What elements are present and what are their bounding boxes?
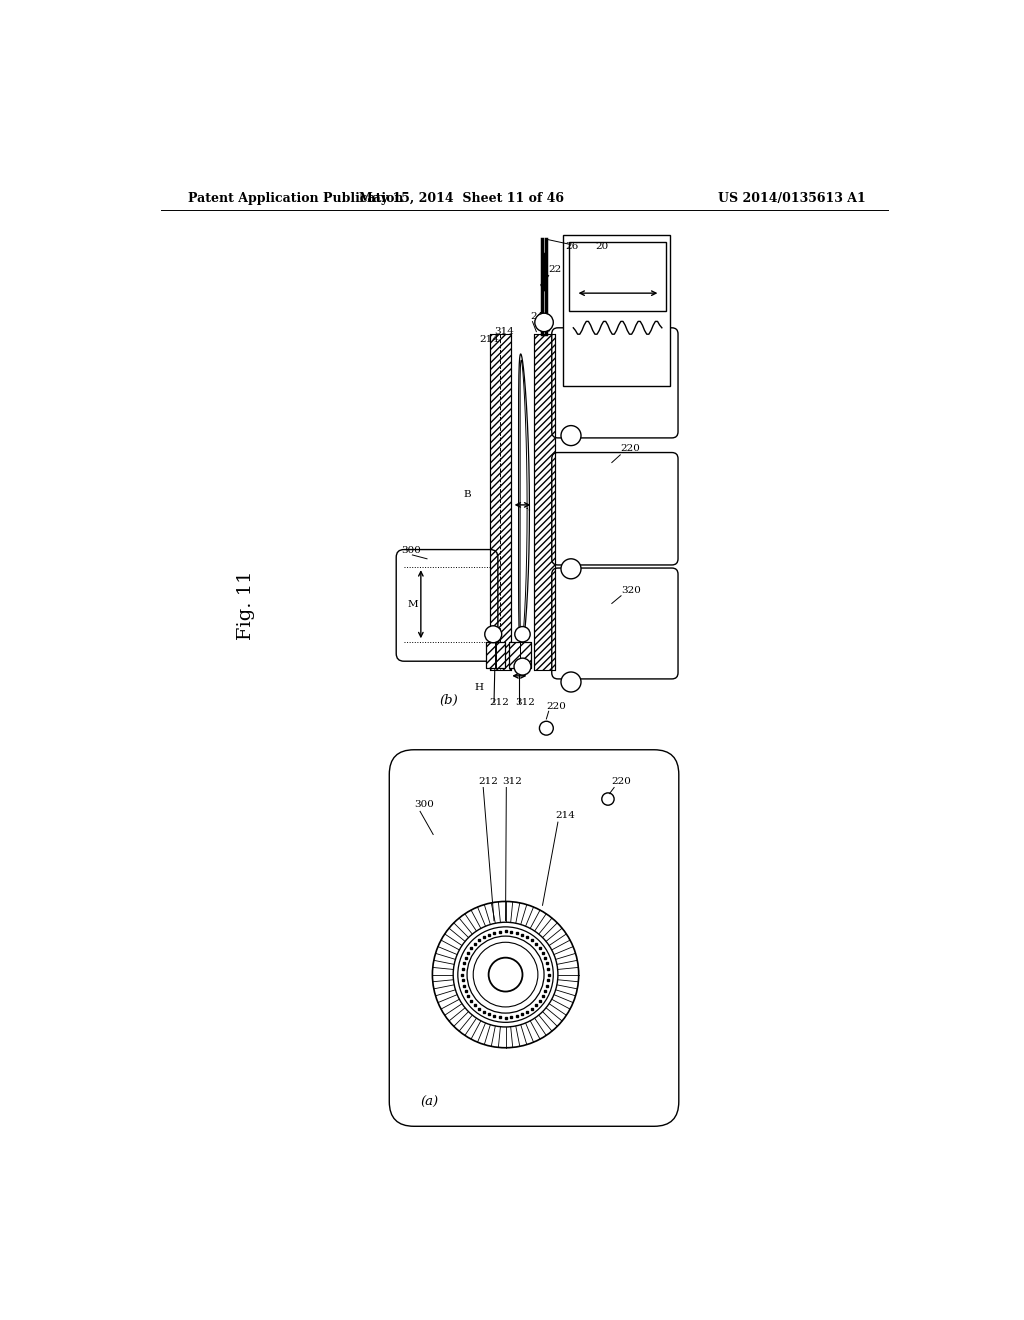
Text: H: H [475, 682, 483, 692]
FancyBboxPatch shape [396, 549, 498, 661]
Text: (a): (a) [420, 1096, 438, 1109]
FancyBboxPatch shape [552, 453, 678, 565]
Text: US 2014/0135613 A1: US 2014/0135613 A1 [718, 191, 866, 205]
Text: 300: 300 [415, 800, 434, 809]
Text: (b): (b) [439, 693, 458, 706]
Bar [563, 235, 670, 385]
Bar [486, 642, 495, 668]
Text: 312: 312 [503, 776, 522, 785]
Bar [520, 642, 531, 668]
Text: Patent Application Publication: Patent Application Publication [188, 191, 403, 205]
Text: 300: 300 [400, 545, 421, 554]
Text: B: B [463, 490, 471, 499]
Bar [509, 642, 531, 668]
Text: 220: 220 [547, 702, 566, 711]
Circle shape [484, 626, 502, 643]
Bar [486, 642, 505, 668]
Circle shape [454, 923, 558, 1027]
Text: 214: 214 [556, 812, 575, 820]
Circle shape [473, 942, 538, 1007]
Circle shape [488, 958, 522, 991]
Text: 320: 320 [621, 586, 641, 595]
Text: 10: 10 [539, 325, 552, 334]
Text: 212: 212 [478, 776, 499, 785]
Text: 24: 24 [530, 312, 544, 321]
Text: May 15, 2014  Sheet 11 of 46: May 15, 2014 Sheet 11 of 46 [359, 191, 564, 205]
Text: 26: 26 [565, 243, 579, 251]
Bar [509, 642, 520, 668]
Text: 312: 312 [515, 698, 535, 708]
Bar [535, 334, 555, 671]
Text: M: M [408, 599, 419, 609]
Text: 20: 20 [595, 243, 608, 251]
Text: 220: 220 [621, 444, 640, 453]
Bar [490, 334, 511, 671]
Circle shape [514, 659, 531, 675]
FancyBboxPatch shape [389, 750, 679, 1126]
Bar [569, 242, 666, 312]
Circle shape [535, 313, 553, 331]
Circle shape [561, 558, 581, 579]
Circle shape [561, 672, 581, 692]
Text: 214: 214 [479, 335, 500, 343]
Text: 314: 314 [494, 327, 514, 337]
Text: 22: 22 [549, 265, 562, 275]
Text: 220: 220 [611, 777, 632, 787]
Text: 212: 212 [489, 698, 509, 708]
Text: Fig. 11: Fig. 11 [238, 570, 255, 640]
Circle shape [561, 425, 581, 446]
FancyBboxPatch shape [552, 327, 678, 438]
FancyBboxPatch shape [552, 568, 678, 678]
Circle shape [515, 627, 530, 642]
Bar [497, 642, 505, 668]
